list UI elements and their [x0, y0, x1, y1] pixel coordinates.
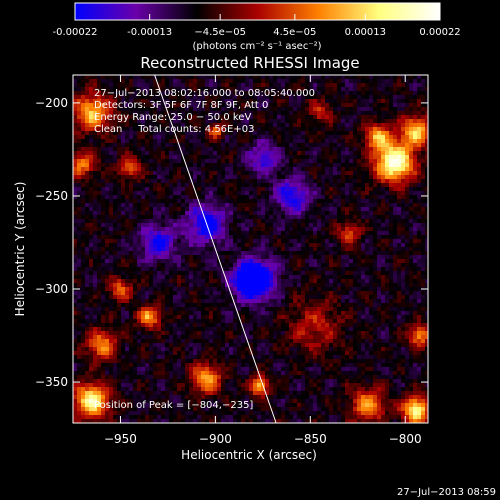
colorbar — [74, 2, 441, 21]
y-axis-label: Heliocentric Y (arcsec) — [13, 182, 27, 317]
colorbar-tick-label: −4.5e−05 — [194, 27, 246, 38]
timestamp: 27−Jul−2013 08:59 — [397, 487, 496, 498]
annotation-energy: Energy Range: 25.0 − 50.0 keV — [94, 112, 251, 123]
annotation-detectors: Detectors: 3F 5F 6F 7F 8F 9F, Att 0 — [94, 100, 268, 111]
x-tick-label: −850 — [294, 432, 327, 446]
heatmap-pixels — [73, 75, 428, 423]
x-tick-label: −900 — [199, 432, 232, 446]
y-tick-label: −200 — [35, 96, 68, 110]
x-axis-ticks: −950 −900 −850 −800 — [104, 75, 422, 446]
chart-title: Reconstructed RHESSI Image — [140, 54, 359, 72]
peak-position-label: Position of Peak = [−804,−235] — [94, 400, 253, 411]
annotation-clean: Clean Total counts: 4.56E+03 — [94, 124, 254, 135]
colorbar-tick-label: -0.00013 — [127, 27, 172, 38]
y-tick-label: −350 — [35, 375, 68, 389]
x-tick-label: −950 — [104, 432, 137, 446]
colorbar-tick-label: 4.5e−05 — [273, 27, 316, 38]
y-axis-ticks: −200 −250 −300 −350 — [35, 96, 428, 389]
colorbar-tick-label: -0.00022 — [53, 27, 98, 38]
annotation-block: 27−Jul−2013 08:02:16.000 to 08:05:40.000… — [94, 88, 315, 135]
colorbar-ticks: -0.00022 -0.00013 −4.5e−05 4.5e−05 0.00013 0.… — [53, 14, 461, 38]
colorbar-tick-label: 0.00013 — [345, 27, 386, 38]
x-axis-label: Heliocentric X (arcsec) — [181, 448, 317, 462]
y-tick-label: −300 — [35, 282, 68, 296]
x-tick-label: −800 — [389, 432, 422, 446]
y-tick-label: −250 — [35, 189, 68, 203]
colorbar-tick-label: 0.00022 — [419, 27, 460, 38]
annotation-time: 27−Jul−2013 08:02:16.000 to 08:05:40.000 — [94, 88, 315, 99]
solar-limb-line — [154, 74, 277, 424]
colorbar-unit-label: (photons cm⁻² s⁻¹ asec⁻²) — [192, 41, 321, 52]
plot-frame — [72, 74, 429, 424]
